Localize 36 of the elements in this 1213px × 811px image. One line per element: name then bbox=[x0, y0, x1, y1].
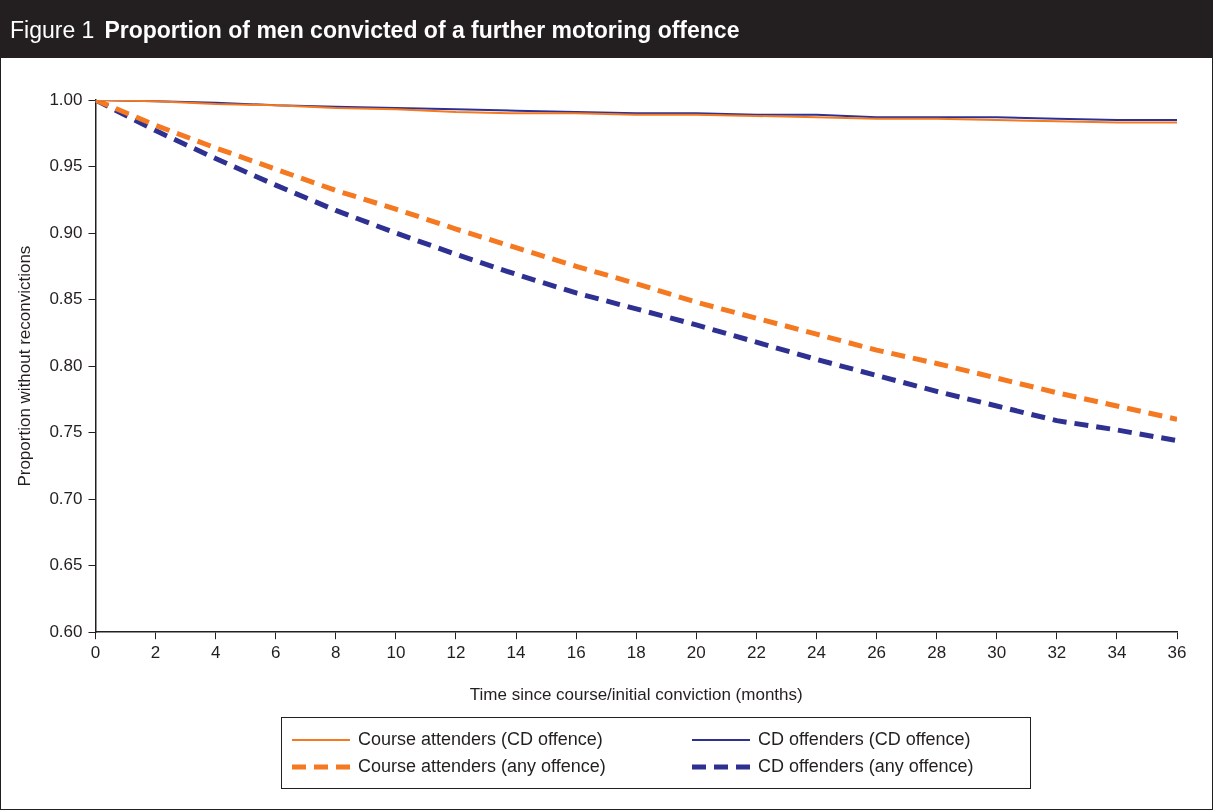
x-tick-label: 8 bbox=[331, 643, 341, 663]
x-tick-label: 10 bbox=[386, 643, 406, 663]
x-tick-label: 14 bbox=[506, 643, 526, 663]
caption: Figure 1 bbox=[10, 17, 95, 43]
x-axis-title: Time since course/initial conviction (months) bbox=[469, 685, 803, 705]
x-tick-label: 24 bbox=[807, 643, 826, 663]
y-tick-label: 0.75 bbox=[49, 422, 83, 442]
x-tick-label: 2 bbox=[150, 643, 161, 663]
x-tick-label: 18 bbox=[626, 643, 646, 663]
legend-label: Course attenders (CD offence) bbox=[358, 729, 603, 750]
x-tick-label: 16 bbox=[566, 643, 586, 663]
x-tick-label: 20 bbox=[686, 643, 706, 663]
y-tick-label: 0.70 bbox=[49, 488, 83, 508]
x-tick-label: 30 bbox=[987, 643, 1007, 663]
y-tick-label: 0.80 bbox=[49, 355, 83, 375]
x-tick-label: 4 bbox=[210, 643, 221, 663]
x-tick-label: 28 bbox=[927, 643, 947, 663]
y-tick-label: 0.90 bbox=[49, 222, 83, 242]
x-tick-label: 12 bbox=[446, 643, 466, 663]
x-tick-label: 36 bbox=[1167, 643, 1187, 663]
chart-title: Proportion of men convicted of a further motoring offence bbox=[104, 17, 740, 43]
legend-label: CD offenders (CD offence) bbox=[758, 729, 971, 750]
x-tick-label: 32 bbox=[1047, 643, 1067, 663]
y-axis-title: Proportion without reconvictions bbox=[14, 245, 34, 487]
x-tick-label: 34 bbox=[1107, 643, 1127, 663]
y-tick-label: 0.95 bbox=[49, 156, 83, 176]
y-tick-label: 0.60 bbox=[49, 621, 83, 641]
x-tick-label: 0 bbox=[90, 643, 101, 663]
legend-label: Course attenders (any offence) bbox=[358, 756, 606, 777]
y-tick-label: 1.00 bbox=[49, 89, 83, 109]
x-tick-label: 22 bbox=[746, 643, 766, 663]
legend-label: CD offenders (any offence) bbox=[758, 756, 974, 777]
x-tick-label: 6 bbox=[271, 643, 281, 663]
y-tick-label: 0.65 bbox=[49, 555, 83, 575]
x-tick-label: 26 bbox=[867, 643, 887, 663]
y-tick-label: 0.85 bbox=[49, 289, 83, 309]
